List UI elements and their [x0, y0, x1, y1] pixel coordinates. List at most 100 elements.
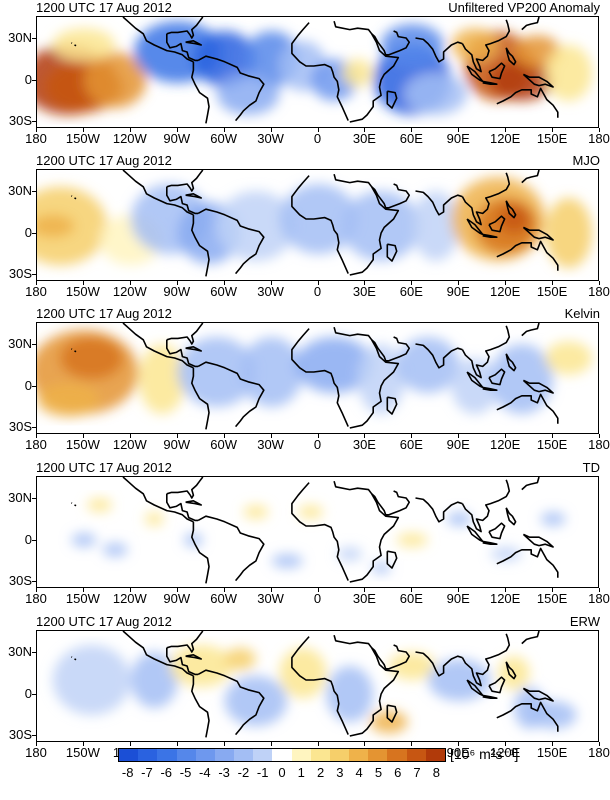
lon-tick: [82, 281, 84, 285]
colorbar-swatch: [253, 749, 273, 761]
lon-label: 150W: [65, 131, 100, 146]
lat-label: 30S: [8, 727, 32, 743]
lat-tick: [32, 344, 36, 346]
lon-label: 0: [313, 284, 322, 299]
lat-tick: [32, 693, 36, 695]
lon-label: 120E: [489, 284, 521, 299]
lon-label: 90W: [163, 284, 191, 299]
lon-tick: [599, 588, 600, 592]
lon-tick: [36, 128, 37, 132]
contour-map: [37, 17, 593, 124]
lon-tick: [552, 128, 554, 132]
lon-label: 120E: [489, 131, 521, 146]
colorbar-level-label: -3: [218, 765, 230, 780]
lon-tick: [223, 128, 225, 132]
lon-tick: [129, 742, 131, 746]
lat-label: 0: [24, 71, 32, 87]
colorbar-swatch: [214, 749, 235, 761]
lat-label: 0: [24, 224, 32, 240]
colorbar-level-label: 5: [374, 765, 383, 780]
lon-label: 60W: [210, 284, 238, 299]
lon-label: 90E: [446, 745, 470, 760]
lon-tick: [317, 128, 319, 132]
contour-map: [37, 323, 593, 430]
panel-5: 1200 UTC 17 Aug 2012 ERW 30N 0 30S 180 150W 120…: [0, 614, 610, 768]
lon-label: 0: [313, 437, 322, 452]
lon-tick: [552, 742, 554, 746]
colorbar-swatch: [119, 749, 139, 761]
lon-label: 30W: [257, 284, 284, 299]
lon-tick: [317, 434, 319, 438]
colorbar: [118, 748, 446, 762]
colorbar-swatch: [176, 749, 196, 761]
map-area: [36, 169, 599, 281]
colorbar-level-label: 0: [278, 765, 286, 780]
lon-tick: [505, 434, 507, 438]
lon-label: 150W: [65, 745, 100, 760]
panel-2: 1200 UTC 17 Aug 2012 MJO 30N 0 30S 180 150W 120…: [0, 153, 610, 307]
lon-tick: [82, 588, 84, 592]
lon-label: 60W: [210, 437, 238, 452]
lon-tick: [176, 588, 178, 592]
lon-label: 120W: [112, 131, 147, 146]
lon-tick: [364, 588, 366, 592]
lon-tick: [364, 742, 366, 746]
lat-label: 30N: [8, 490, 32, 506]
lon-label: 30W: [257, 437, 284, 452]
lon-label: 120W: [112, 284, 147, 299]
lat-label: 0: [24, 685, 32, 701]
lon-tick: [552, 281, 554, 285]
lon-label: 150E: [536, 745, 568, 760]
panel-4: 1200 UTC 17 Aug 2012 TD 30N 0 30S 180 150W 120W…: [0, 460, 610, 614]
lat-label: 30S: [8, 573, 32, 589]
lat-label: 30S: [8, 113, 32, 129]
panel-label: Unfiltered VP200 Anomaly: [448, 0, 600, 15]
lon-tick: [364, 434, 366, 438]
panel-date: 1200 UTC 17 Aug 2012: [36, 306, 172, 321]
colorbar-level-label: -1: [256, 765, 269, 780]
lon-label: 0: [313, 131, 322, 146]
lon-tick: [270, 281, 272, 285]
colorbar-swatch: [272, 749, 292, 761]
lon-label: 0: [313, 591, 322, 606]
lon-label: 120W: [112, 591, 147, 606]
panel-label: MJO: [572, 153, 600, 168]
lon-label: 180: [588, 745, 610, 760]
lon-label: 120E: [489, 591, 521, 606]
lat-label: 30S: [8, 266, 32, 282]
lon-tick: [129, 434, 131, 438]
lon-label: 180: [25, 591, 47, 606]
lon-tick: [505, 588, 507, 592]
contour-map: [52, 631, 577, 738]
lon-tick: [176, 434, 178, 438]
lon-tick: [129, 128, 131, 132]
lon-tick: [411, 434, 413, 438]
lat-tick: [32, 498, 36, 500]
lon-label: 60W: [210, 131, 238, 146]
lon-label: 30W: [257, 131, 284, 146]
lon-label: 90E: [446, 131, 470, 146]
lon-label: 90E: [446, 437, 470, 452]
lon-label: 60W: [210, 591, 238, 606]
colorbar-level-label: -6: [160, 765, 173, 780]
lat-tick: [32, 191, 36, 193]
lon-label: 90W: [163, 591, 191, 606]
colorbar-level-label: 3: [336, 765, 344, 780]
lon-tick: [270, 588, 272, 592]
colorbar-swatch: [329, 749, 350, 761]
lon-tick: [176, 281, 178, 285]
lon-label: 30E: [352, 591, 376, 606]
colorbar-level-label: 2: [316, 765, 325, 780]
lat-label: 30N: [8, 30, 32, 46]
colorbar-level-label: -7: [141, 765, 153, 780]
lon-tick: [129, 281, 131, 285]
lon-tick: [270, 434, 272, 438]
panel-label: TD: [582, 460, 600, 475]
lon-label: 150E: [536, 437, 568, 452]
lon-tick: [176, 128, 178, 132]
colorbar-swatch: [349, 749, 369, 761]
lon-label: 150E: [536, 284, 568, 299]
lon-tick: [505, 128, 507, 132]
lon-tick: [317, 588, 319, 592]
lon-label: 60E: [399, 131, 423, 146]
